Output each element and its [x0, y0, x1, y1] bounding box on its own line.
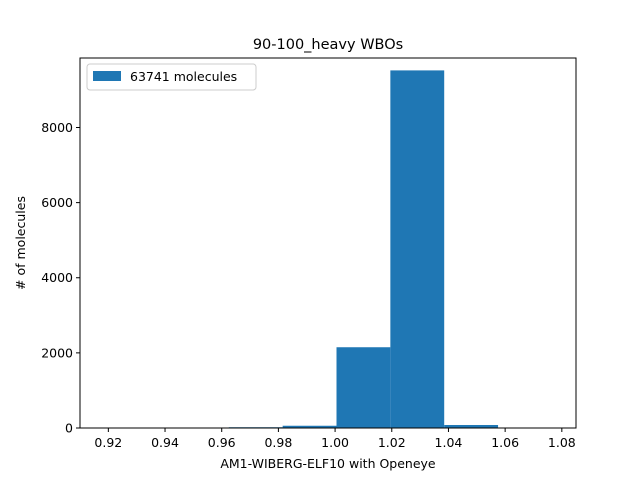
- legend: 63741 molecules: [86, 63, 257, 91]
- x-tick-label: 0.94: [151, 435, 179, 450]
- histogram-bar: [336, 347, 391, 428]
- x-axis-ticks: 0.92 0.94 0.96 0.98 1.00 1.02 1.04 1.06 1.08: [94, 428, 576, 450]
- y-tick-label: 0: [65, 421, 73, 436]
- x-tick-label: 0.96: [208, 435, 236, 450]
- x-tick-label: 1.08: [548, 435, 576, 450]
- bars-group: [228, 70, 499, 429]
- y-axis-ticks: 0 2000 4000 6000 8000: [41, 120, 80, 436]
- histogram-bar: [390, 70, 445, 429]
- legend-swatch: [93, 71, 121, 81]
- y-tick-label: 8000: [41, 120, 73, 135]
- y-axis-label: # of molecules: [13, 196, 28, 290]
- y-tick-label: 2000: [41, 345, 73, 360]
- y-tick-label: 6000: [41, 195, 73, 210]
- x-axis-label: AM1-WIBERG-ELF10 with Openeye: [220, 456, 436, 471]
- x-tick-label: 1.06: [491, 435, 519, 450]
- legend-label: 63741 molecules: [130, 69, 237, 84]
- legend-box: [86, 63, 257, 91]
- x-tick-label: 0.92: [94, 435, 122, 450]
- y-tick-label: 4000: [41, 270, 73, 285]
- histogram-bar: [444, 424, 499, 428]
- histogram-bar: [282, 425, 337, 428]
- x-tick-label: 1.04: [435, 435, 463, 450]
- x-tick-label: 1.00: [321, 435, 349, 450]
- x-tick-label: 1.02: [378, 435, 406, 450]
- plot-frame: [79, 57, 577, 429]
- x-tick-label: 0.98: [264, 435, 292, 450]
- chart-title: 90-100_heavy WBOs: [253, 37, 403, 53]
